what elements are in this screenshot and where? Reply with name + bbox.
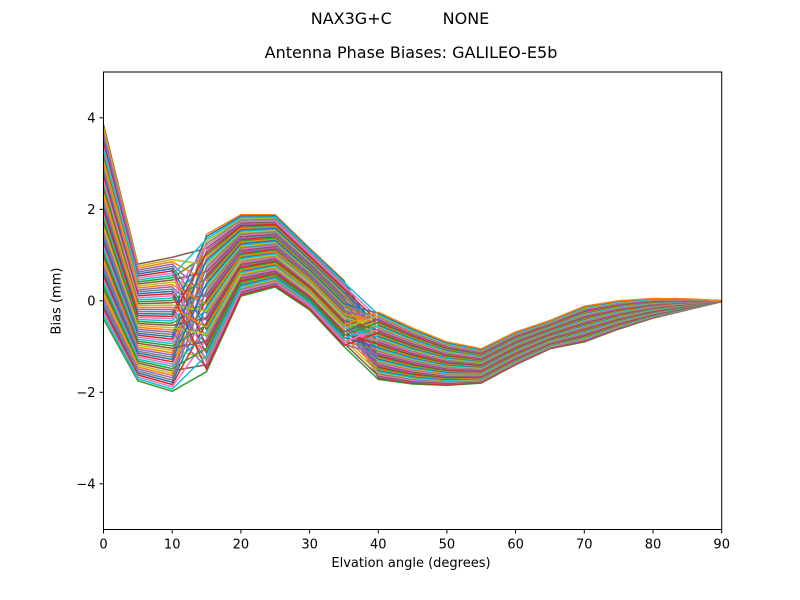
y-axis-label: Bias (mm)	[49, 267, 65, 335]
x-tick-label: 50	[439, 538, 456, 553]
x-tick-label: 70	[576, 538, 593, 553]
chart-title: Antenna Phase Biases: GALILEO-E5b	[264, 43, 558, 62]
y-tick-label: −2	[76, 386, 95, 401]
axes-spines	[103, 71, 723, 530]
x-tick-label: 60	[507, 538, 524, 553]
x-tick-label: 10	[164, 538, 181, 553]
x-tick-label: 30	[301, 538, 318, 553]
y-axis: −4 −2 0 2 4	[76, 111, 104, 492]
y-tick-label: 0	[87, 294, 95, 309]
x-tick-label: 90	[713, 538, 730, 553]
y-tick-label: 2	[87, 203, 95, 218]
x-axis-label: Elvation angle (degrees)	[331, 556, 491, 571]
x-tick-label: 0	[99, 538, 107, 553]
series-line	[102, 196, 722, 350]
x-axis: 0 10 20 30 40 50 60 70 80 90	[99, 529, 730, 553]
x-tick-label: 40	[370, 538, 387, 553]
figure-suptitle: NAX3G+C NONE	[310, 9, 490, 28]
y-tick-label: −4	[76, 477, 95, 492]
x-tick-label: 80	[645, 538, 662, 553]
series-lines	[102, 124, 722, 393]
x-tick-label: 20	[233, 538, 250, 553]
y-tick-label: 4	[87, 111, 95, 126]
